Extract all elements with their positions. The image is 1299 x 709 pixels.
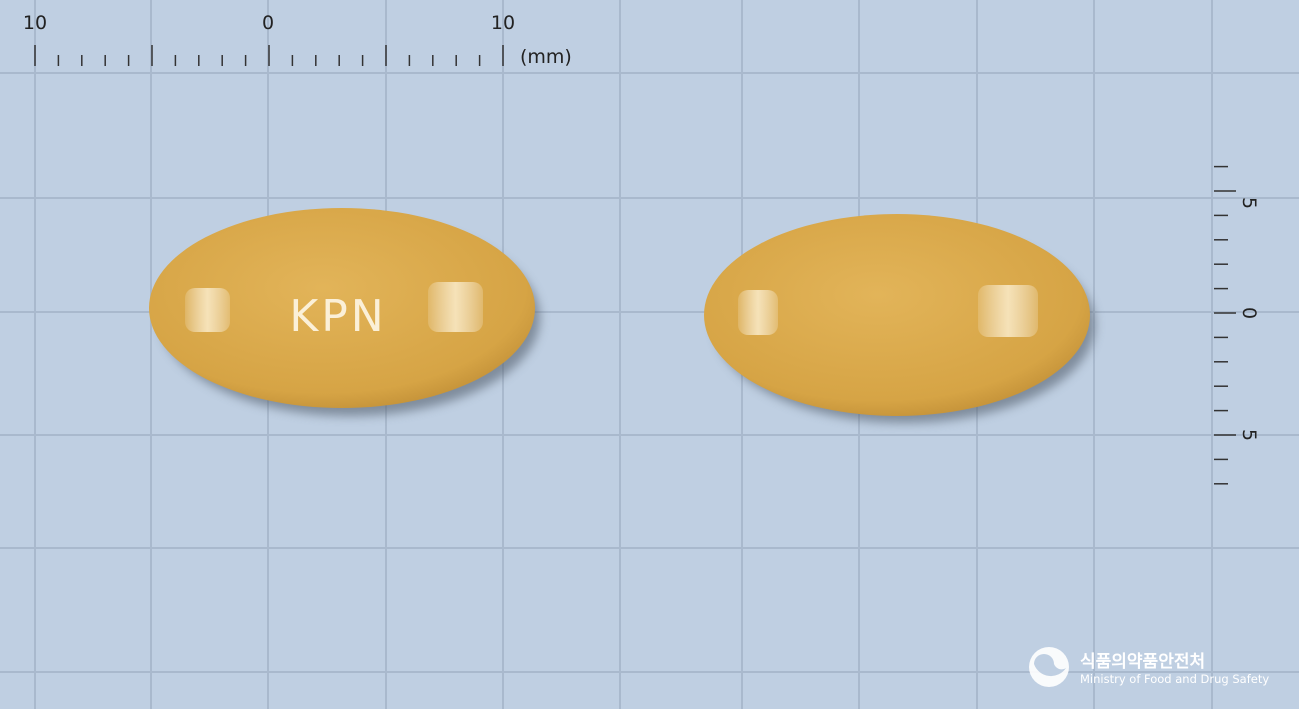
ruler-label: 0 <box>1238 307 1260 319</box>
pill-highlight <box>185 288 230 332</box>
ruler-label: 10 <box>23 12 47 34</box>
logo-korean: 식품의약품안전처 <box>1080 651 1205 672</box>
ruler-label: 10 <box>491 12 515 34</box>
ruler-unit: (mm) <box>520 46 572 68</box>
pill-highlight <box>978 285 1038 337</box>
ruler-label: 5 <box>1238 197 1260 209</box>
logo-swirl <box>1034 654 1066 677</box>
ruler-label: 0 <box>262 12 274 34</box>
pill-highlight <box>738 290 778 335</box>
pill-body <box>149 208 535 408</box>
pill-highlight <box>428 282 483 332</box>
top-ruler <box>34 45 504 66</box>
pill-front: KPN <box>149 208 540 416</box>
logo: 식품의약품안전처 Ministry of Food and Drug Safet… <box>1029 647 1269 687</box>
logo-english: Ministry of Food and Drug Safety <box>1080 672 1269 686</box>
ruler-label: 5 <box>1238 429 1260 441</box>
right-ruler <box>1214 165 1236 485</box>
pill-body <box>704 214 1090 416</box>
pill-imprint: KPN <box>289 291 386 342</box>
pill-back <box>704 214 1095 423</box>
